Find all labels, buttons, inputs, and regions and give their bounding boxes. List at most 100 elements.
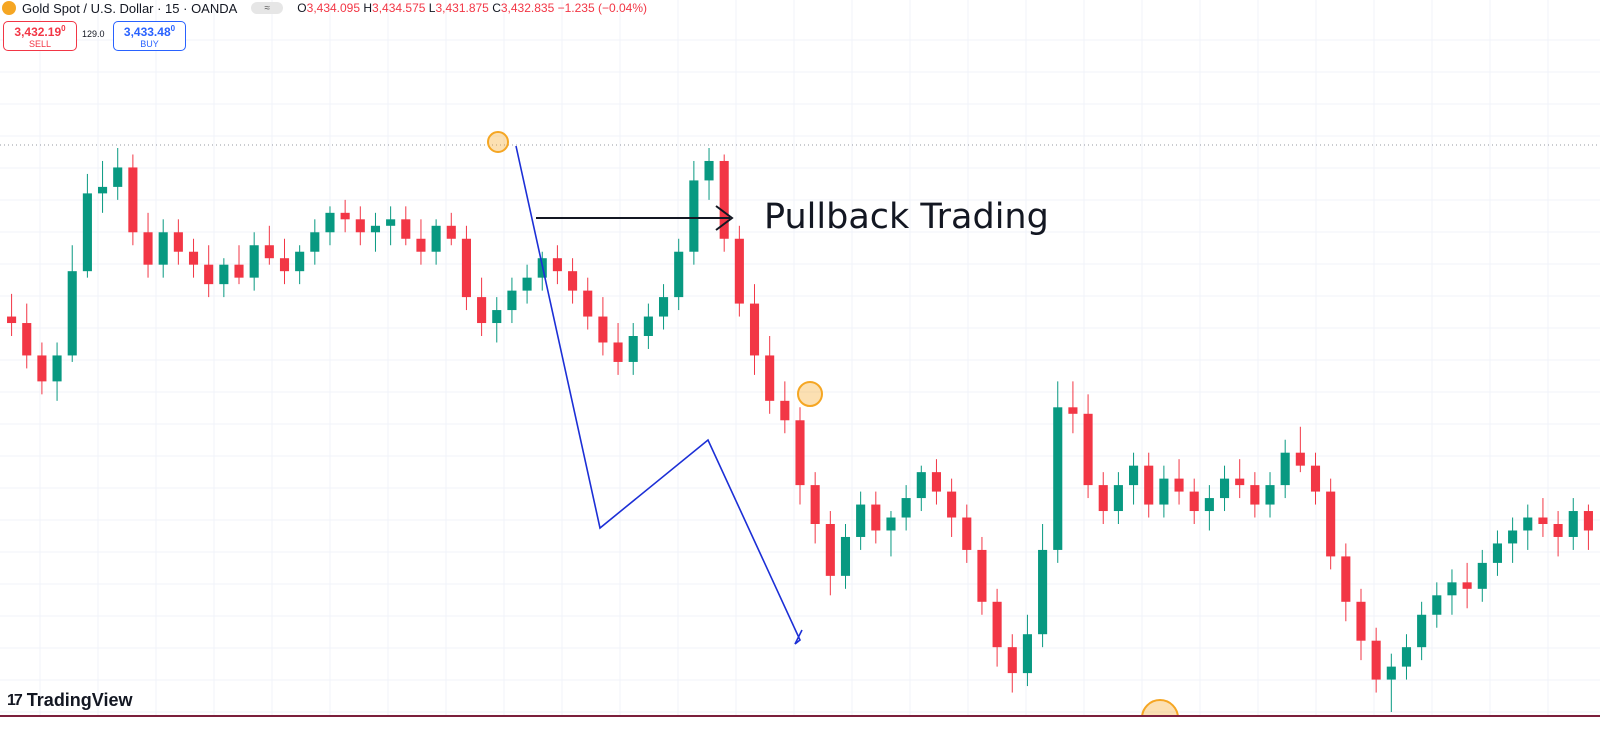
candle-body — [295, 251, 305, 272]
ohlc-values: O3,434.095 H3,434.575 L3,431.875 C3,432.… — [297, 1, 647, 15]
pullback-trend-line — [515, 145, 803, 645]
buy-label: BUY — [140, 38, 159, 49]
swing-high-marker — [487, 131, 509, 153]
candle-body — [1371, 640, 1381, 680]
annotation-arrow-head — [715, 205, 734, 231]
candle-body — [1204, 498, 1214, 512]
bottom-axis-strip — [0, 716, 1600, 746]
candle-body — [689, 180, 699, 252]
candle-body — [1174, 478, 1184, 492]
spread-value: 129.0 — [82, 29, 105, 39]
candle-body — [1401, 647, 1412, 667]
candle-body — [568, 271, 578, 291]
high-value: 3,434.575 — [372, 1, 426, 15]
candle-body — [7, 316, 17, 324]
candle-body — [264, 245, 274, 259]
candle-body — [1083, 413, 1093, 486]
candle-body — [598, 316, 608, 343]
candle-body — [279, 258, 290, 272]
approx-toggle[interactable]: ≈ — [251, 2, 284, 14]
buy-button[interactable]: 3,433.480 BUY — [113, 21, 186, 51]
buy-price-pip: 0 — [170, 23, 176, 33]
candle-body — [1038, 549, 1048, 635]
candle-body — [1432, 595, 1442, 615]
candle-body — [749, 303, 760, 356]
candle-body — [886, 517, 896, 531]
candle-body — [1356, 601, 1366, 641]
candle-body — [1144, 465, 1154, 505]
buy-price: 3,433.480 — [124, 23, 175, 38]
candle-body — [1295, 452, 1305, 466]
candle-body — [386, 219, 396, 226]
candle-body — [780, 400, 790, 421]
close-label: C — [492, 1, 501, 15]
candle-body — [947, 491, 957, 518]
candle-body — [795, 420, 805, 486]
candle-body — [1462, 582, 1472, 589]
candle-body — [1189, 491, 1199, 512]
candle-body — [1568, 511, 1578, 537]
candle-body — [1159, 478, 1169, 505]
candle-body — [188, 251, 199, 265]
sell-price: 3,432.190 — [14, 23, 65, 38]
pullback-trading-annotation: Pullback Trading — [764, 197, 1049, 237]
tradingview-logo[interactable]: 17 TradingView — [7, 690, 133, 711]
candle-body — [1007, 647, 1017, 674]
candle-body — [1280, 452, 1290, 486]
sell-price-main: 3,432.19 — [14, 24, 62, 39]
tradingview-wordmark: TradingView — [26, 690, 133, 710]
candle-body — [1492, 543, 1502, 563]
candle-body — [674, 251, 684, 298]
candle-body — [370, 225, 381, 233]
candle-body — [1553, 524, 1563, 537]
candle-body — [507, 290, 517, 311]
open-label: O — [297, 1, 307, 15]
candle-body — [916, 472, 926, 499]
candle-body — [249, 245, 259, 278]
candle-body — [704, 160, 714, 181]
candle-body — [98, 186, 108, 194]
candle-body — [158, 232, 168, 265]
candle-body — [658, 297, 669, 317]
candle-body — [401, 219, 411, 239]
candle-body — [82, 193, 92, 272]
candle-body — [416, 238, 426, 252]
sell-price-pip: 0 — [61, 23, 66, 33]
candle-body — [234, 264, 244, 278]
sell-button[interactable]: 3,432.190 SELL — [3, 21, 77, 51]
candle-body — [810, 485, 820, 524]
candle-body — [628, 336, 638, 362]
candle-body — [1447, 582, 1457, 596]
candle-body — [1022, 634, 1032, 674]
candle-body — [1250, 485, 1260, 505]
candle-body — [977, 549, 987, 602]
gold-symbol-icon — [2, 1, 16, 15]
close-value: 3,432.835 — [500, 1, 555, 15]
candle-body — [583, 290, 593, 317]
candle-body — [340, 212, 350, 220]
open-value: 3,434.095 — [306, 1, 361, 15]
candle-body — [856, 504, 866, 537]
candle-body — [1265, 485, 1275, 505]
candle-body — [552, 258, 562, 272]
chart-grid — [0, 0, 1600, 716]
candle-body — [825, 524, 835, 576]
candle-body — [1310, 465, 1321, 492]
candle-body — [1053, 407, 1063, 550]
candle-body — [1583, 511, 1593, 531]
low-value: 3,431.875 — [435, 1, 489, 15]
symbol-title[interactable]: Gold Spot / U.S. Dollar · 15 · OANDA — [22, 0, 238, 16]
tradingview-mark-icon: 17 — [7, 691, 23, 709]
candle-body — [962, 517, 972, 550]
candle-body — [325, 212, 335, 233]
candle-body — [128, 167, 138, 233]
candle-body — [355, 219, 365, 233]
candle-body — [1538, 517, 1548, 524]
chart-legend-header: Gold Spot / U.S. Dollar · 15 · OANDA ≈ O… — [0, 0, 647, 16]
candle-body — [1386, 666, 1396, 680]
candle-body — [1326, 491, 1336, 557]
candle-body — [52, 355, 62, 382]
candle-body — [446, 225, 456, 239]
candle-body — [492, 310, 502, 324]
